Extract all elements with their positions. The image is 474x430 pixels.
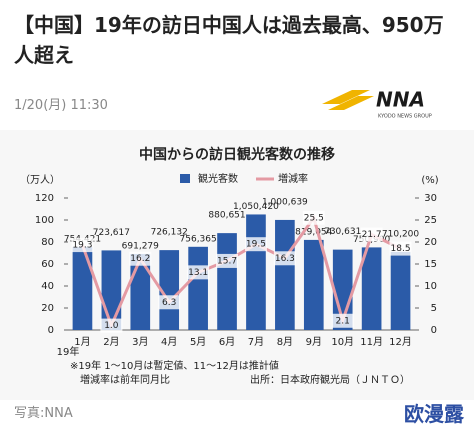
bar: [303, 239, 324, 330]
bar: [361, 247, 382, 330]
line-label-box: [100, 318, 123, 333]
bar: [246, 214, 266, 330]
line-value-label: 2.1: [336, 316, 350, 326]
chart-note: 増減率は前年同月比: [80, 373, 170, 386]
bar-value-label: 1,000,639: [262, 197, 308, 207]
logo-mark: [328, 96, 374, 110]
line-label-box: [360, 227, 383, 242]
legend-label: 増減率: [278, 172, 308, 185]
photo-credit: 写真:NNA: [14, 406, 73, 421]
y-tick-label: 40: [41, 281, 54, 292]
logo-mark: [322, 90, 370, 104]
line: [81, 214, 402, 330]
bar: [275, 219, 295, 330]
year-label: 19年: [57, 345, 80, 358]
y2-tick-label: 5: [431, 303, 437, 314]
line-label-box: [331, 313, 354, 328]
y-tick-label: 120: [35, 193, 54, 204]
y-tick-label: 100: [35, 215, 54, 226]
y2-tick-label: 0: [431, 325, 437, 336]
x-tick-label: 4月: [161, 336, 177, 348]
line-label-box: [273, 251, 296, 266]
article-date: 1/20(月) 11:30: [14, 98, 108, 113]
line-value-label: 16.3: [275, 254, 295, 264]
line-label-box: [158, 295, 181, 310]
y2-tick-label: 30: [424, 193, 437, 204]
y-axis-label: （万人）: [20, 174, 60, 186]
line-value-label: 18.5: [391, 244, 411, 254]
logo-text: NNA: [376, 88, 425, 112]
bar: [390, 251, 411, 330]
legend-swatch: [180, 174, 190, 183]
bar: [217, 233, 237, 330]
y2-axis-label: (%): [421, 175, 438, 186]
y-tick-label: 20: [41, 303, 54, 314]
y-tick-label: 0: [48, 325, 54, 336]
y2-tick-label: 10: [424, 281, 437, 292]
y2-tick-label: 15: [424, 259, 437, 270]
bar-value-label: 880,651: [208, 211, 245, 221]
line-label-box: [71, 238, 94, 253]
line-value-label: 25.5: [304, 213, 324, 223]
line-value-label: 19.5: [246, 240, 266, 250]
bar: [101, 250, 122, 330]
x-tick-label: 11月: [360, 336, 383, 348]
bar: [72, 247, 93, 330]
x-tick-label: 12月: [389, 336, 412, 348]
x-tick-label: 7月: [248, 336, 264, 348]
article-title: 【中国】19年の訪日中国人は過去最高、950万人超え: [14, 13, 444, 67]
line-value-label: 6.3: [162, 298, 176, 308]
line-label-box: [244, 237, 267, 252]
line-label-box: [389, 241, 412, 256]
bar-value-label: 726,132: [151, 228, 188, 238]
x-tick-label: 10月: [331, 336, 354, 348]
line-value-label: 16.2: [130, 254, 150, 264]
watermark: 欧漫露: [404, 402, 464, 426]
bar-value-label: 756,365: [180, 234, 217, 244]
bar: [159, 250, 180, 330]
line-label-box: [187, 265, 210, 280]
bar-value-label: 1,050,420: [233, 202, 279, 212]
line-label-box: [216, 253, 239, 268]
y-tick-label: 80: [41, 237, 54, 248]
x-tick-label: 2月: [103, 336, 119, 348]
y2-tick-label: 20: [424, 237, 437, 248]
line-label-box: [302, 210, 325, 225]
bar-value-label: 723,617: [93, 228, 130, 238]
line-value-label: 21.7: [362, 230, 382, 240]
x-tick-label: 5月: [190, 336, 206, 348]
legend-label: 観光客数: [198, 172, 238, 185]
chart-title: 中国からの訪日観光客数の推移: [139, 146, 335, 163]
bar-value-label: 819,054: [295, 227, 332, 237]
x-tick-label: 3月: [132, 336, 148, 348]
y2-tick-label: 25: [424, 215, 437, 226]
bar: [188, 246, 208, 330]
line-label-box: [129, 251, 152, 266]
bar-value-label: 730,631: [324, 227, 361, 237]
line-value-label: 13.1: [188, 268, 208, 278]
line-value-label: 1.0: [104, 321, 119, 331]
chart-note: ※19年 1～10月は暫定値、11～12月は推計値: [70, 359, 279, 372]
logo: NNA KYODO NEWS GROUP: [322, 88, 432, 120]
line-value-label: 15.7: [217, 256, 237, 266]
logo-subtext: KYODO NEWS GROUP: [378, 114, 432, 120]
x-tick-label: 1月: [74, 336, 90, 348]
x-tick-label: 6月: [219, 336, 235, 348]
y-tick-label: 60: [41, 259, 54, 270]
line-value-label: 19.3: [72, 241, 92, 251]
bar-value-label: 710,200: [382, 229, 419, 239]
chart-source: 出所：日本政府観光局（ＪＮＴＯ）: [250, 373, 410, 386]
bar-value-label: 691,279: [122, 241, 159, 251]
x-tick-label: 8月: [277, 336, 293, 348]
x-tick-label: 9月: [306, 336, 322, 348]
